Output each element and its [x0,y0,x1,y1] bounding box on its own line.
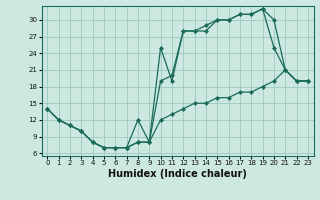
X-axis label: Humidex (Indice chaleur): Humidex (Indice chaleur) [108,169,247,179]
